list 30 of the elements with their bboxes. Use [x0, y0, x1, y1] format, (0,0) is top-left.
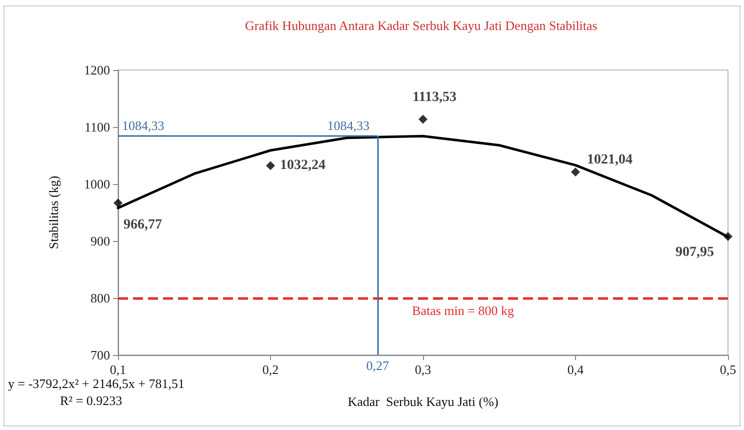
chart-title: Grafik Hubungan Antara Kadar Serbuk Kayu Jati Dengan Stabilitas: [245, 18, 598, 33]
data-label: 1113,53: [412, 90, 456, 105]
text: y = -3792,2x² + 2146,5x + 781,51: [8, 376, 184, 391]
x-tick-label: 0,4: [567, 362, 584, 377]
data-label: 1032,24: [280, 158, 326, 174]
ref-line-label: 1084,33: [122, 118, 164, 133]
y-tick-label: 700: [90, 348, 110, 362]
data-label: 966,77: [124, 217, 162, 232]
x-tick-label: 0,2: [262, 362, 279, 377]
y-tick-label: 800: [90, 290, 110, 306]
y-tick-label: 1200: [84, 62, 110, 78]
x-tick-label: 0,3: [414, 362, 432, 377]
x-tick-label: 0,5: [720, 362, 736, 377]
text: R² = 0.9233: [60, 393, 122, 408]
point: [418, 114, 428, 124]
x-axis-title: Kadar Serbuk Kayu Jati (%): [348, 394, 498, 409]
data-label: 907,95: [676, 244, 714, 260]
ref-line-label: Batas min = 800 kg: [412, 303, 514, 318]
data-label: 1021,04: [587, 152, 632, 168]
point: [114, 198, 122, 208]
ref-line-label: 0,27: [366, 358, 390, 373]
y-tick-label: 1100: [84, 120, 110, 134]
y-tick-label: 900: [90, 234, 110, 248]
y-tick-label: 1000: [84, 176, 110, 192]
point: [266, 161, 275, 170]
point: [571, 168, 580, 177]
annotation: 1084,33: [327, 118, 370, 133]
y-axis-title: Stabilitas (kg): [46, 176, 61, 250]
x-tick-label: 0,1: [110, 362, 126, 377]
point: [724, 232, 732, 241]
